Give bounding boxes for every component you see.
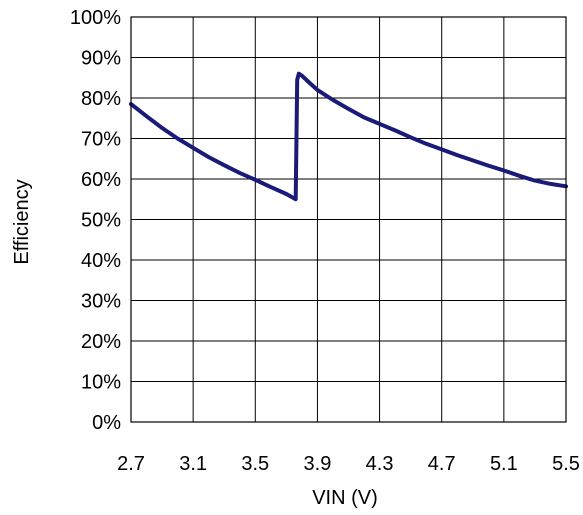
- grid: [130, 16, 567, 423]
- y-tick-label: 80%: [81, 88, 121, 110]
- x-tick-label: 3.1: [179, 453, 207, 475]
- y-tick-label: 0%: [92, 412, 121, 434]
- x-tick-label: 3.9: [304, 453, 332, 475]
- y-tick-label: 40%: [81, 250, 121, 272]
- y-tick-label: 50%: [81, 210, 121, 232]
- y-tick-label: 100%: [70, 7, 121, 29]
- y-tick-label: 30%: [81, 291, 121, 313]
- x-tick-labels: 2.7 3.1 3.5 3.9 4.3 4.7 5.1 5.5: [117, 453, 580, 475]
- y-tick-label: 20%: [81, 331, 121, 353]
- y-tick-label: 60%: [81, 169, 121, 191]
- x-tick-label: 3.5: [241, 453, 269, 475]
- y-tick-label: 90%: [81, 48, 121, 70]
- x-tick-label: 5.5: [552, 453, 580, 475]
- x-axis-label: VIN (V): [312, 487, 378, 509]
- y-tick-label: 70%: [81, 129, 121, 151]
- x-tick-label: 4.7: [428, 453, 456, 475]
- efficiency-series-line: [129, 71, 568, 202]
- y-tick-labels: 0% 10% 20% 30% 40% 50% 60% 70% 80% 90% 100%: [70, 7, 121, 434]
- x-tick-label: 5.1: [490, 453, 518, 475]
- x-tick-label: 2.7: [117, 453, 145, 475]
- y-axis-label: Efficiency: [11, 179, 33, 264]
- series-group: [129, 71, 568, 202]
- y-tick-label: 10%: [81, 372, 121, 394]
- x-tick-label: 4.3: [366, 453, 394, 475]
- plot-frame: [130, 16, 567, 423]
